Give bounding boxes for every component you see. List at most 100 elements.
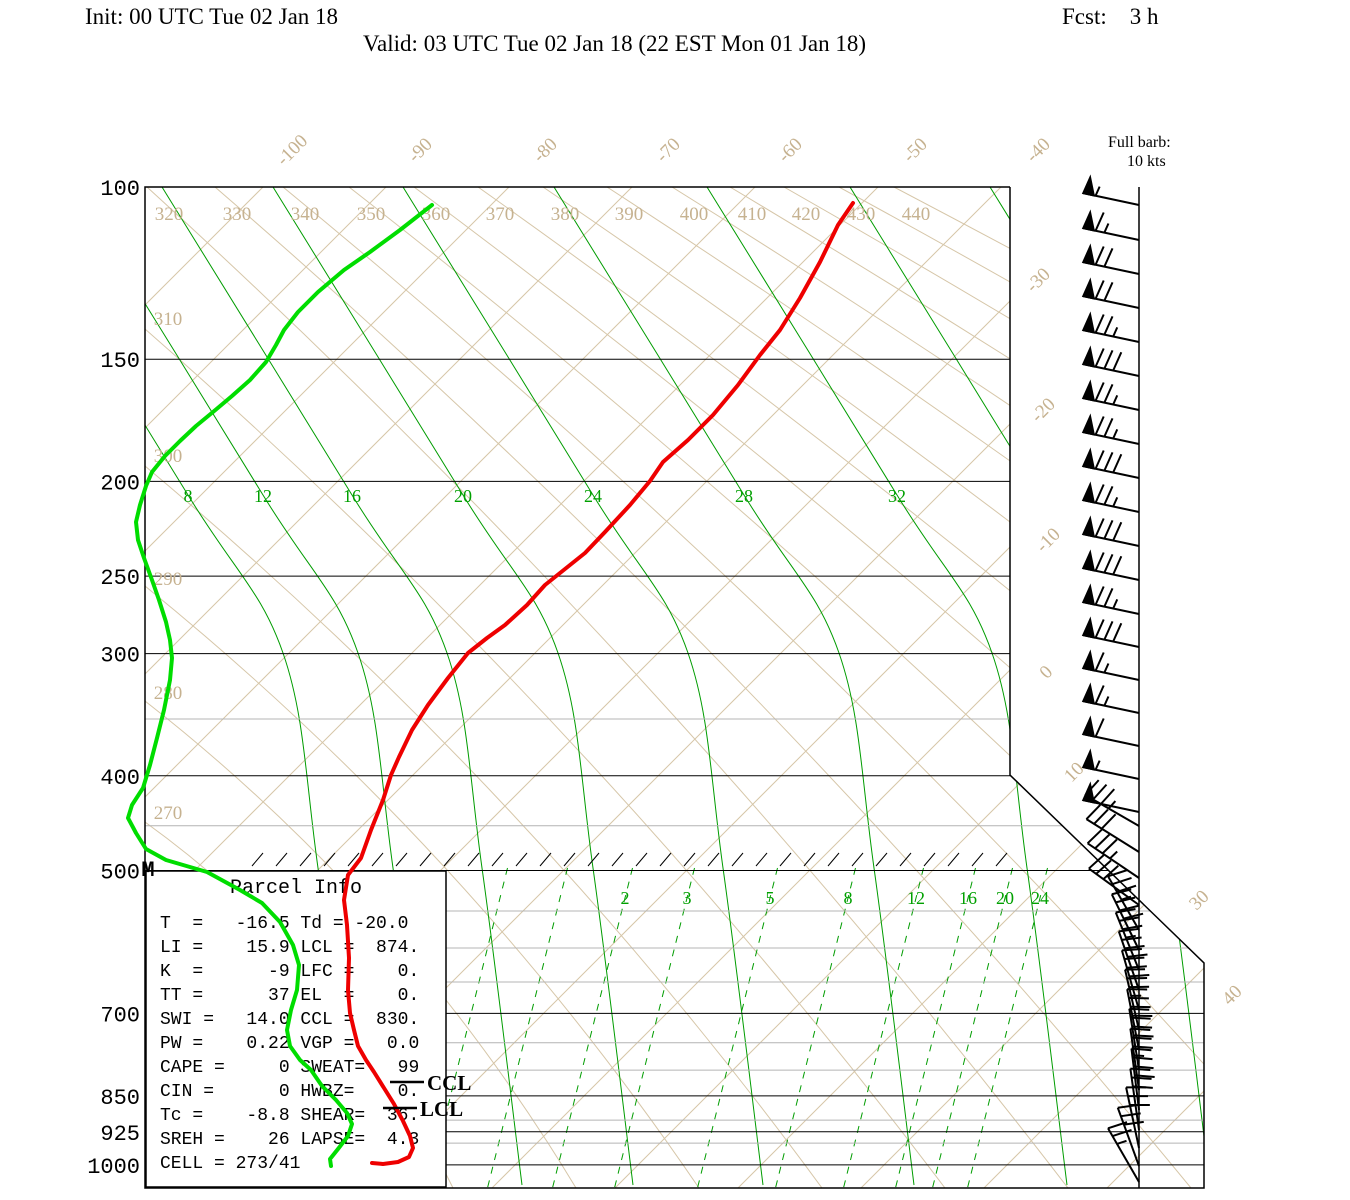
barb-full [1112, 622, 1123, 642]
barb-shaft [1117, 931, 1140, 991]
wind-barb [1126, 988, 1153, 1051]
barb-half [1134, 1054, 1145, 1058]
barb-full [1094, 246, 1105, 266]
isotherm-line [0, 187, 17, 1188]
wind-barb [1081, 311, 1140, 343]
isotherm-line [860, 187, 1204, 1188]
mixing-ratio-line [552, 867, 633, 1188]
pressure-axis-label: 500 [100, 861, 140, 886]
wind-barb [1081, 345, 1140, 377]
barb-full [1131, 1076, 1152, 1080]
dewpoint-trace [126, 203, 434, 1168]
isotherm-label: -10 [1032, 524, 1065, 557]
moist-adiabat-label: 28 [735, 486, 753, 506]
wind-barb [1085, 804, 1140, 853]
barb-full [1121, 936, 1142, 941]
dry-adiabat-line [542, 187, 1204, 1188]
dry-adiabat-line [729, 187, 1204, 1188]
barb-full [1133, 1065, 1154, 1070]
barb-pennant [1081, 174, 1096, 197]
init-time-label: Init: 00 UTC Tue 02 Jan 18 [85, 4, 339, 29]
hatch-mark [827, 852, 840, 867]
barb-full [1094, 382, 1105, 402]
barb-pennant [1081, 715, 1096, 738]
hatch-mark [803, 852, 816, 867]
isotherm-label: -70 [652, 134, 685, 167]
barb-full [1094, 685, 1105, 705]
hatch-mark [635, 852, 648, 867]
dry-adiabat-line [671, 187, 1204, 1188]
barb-full [1094, 552, 1105, 572]
barb-full [1103, 519, 1114, 540]
wind-barb [1081, 277, 1140, 309]
wind-barb [1120, 948, 1150, 1011]
barb-half [1121, 895, 1132, 901]
barb-full [1112, 351, 1123, 371]
hatch-mark [923, 852, 936, 867]
isotherm-line [145, 187, 387, 1188]
isotherm-label: -50 [899, 134, 932, 167]
barb-full [1121, 948, 1142, 952]
moist-adiabat-label: 12 [254, 486, 272, 506]
isotherm-label: 0 [1036, 662, 1058, 684]
barb-shaft [1107, 1127, 1140, 1183]
hatch-mark [587, 852, 600, 867]
dry-adiabat-line [893, 187, 1204, 1188]
barb-full [1118, 927, 1139, 933]
hatch-mark [323, 852, 336, 867]
barb-full [1103, 485, 1114, 506]
pressure-axis-label: 850 [100, 1086, 140, 1111]
pressure-axis-label: 100 [100, 177, 140, 202]
temperature-trace [342, 201, 855, 1166]
pressure-axis-label: 250 [100, 566, 140, 591]
dry-adiabat-label: 420 [792, 204, 821, 225]
barb-full [1115, 908, 1136, 914]
barb-shaft [1128, 1008, 1140, 1071]
isotherm-line [145, 187, 633, 1188]
mixing-ratio-line [843, 867, 924, 1188]
barb-half [1107, 800, 1117, 810]
barb-full [1112, 555, 1123, 575]
barb-shaft [1129, 1028, 1140, 1091]
wind-barb [1107, 1121, 1140, 1183]
parcel-info-row: CAPE = 0 SWEAT= 99 [160, 1058, 419, 1078]
wind-barb [1081, 174, 1140, 206]
dry-adiabat-line [348, 187, 1204, 1188]
isotherm-line [0, 187, 140, 1188]
wind-barb [1081, 649, 1140, 681]
barb-full [1103, 247, 1114, 268]
mixing-ratio-label: 3 [683, 888, 692, 908]
barb-full [1126, 965, 1147, 969]
hatch-mark [443, 852, 456, 867]
moist-adiabat-line [553, 187, 915, 1186]
barb-full [1123, 912, 1144, 920]
barb-full [1094, 718, 1105, 738]
parcel-info-row: CELL = 273/41 [160, 1154, 300, 1174]
wind-barb [1130, 1047, 1155, 1111]
barb-full [1086, 828, 1103, 845]
dry-adiabat-label: 390 [615, 204, 644, 225]
wind-barb [1116, 1103, 1144, 1167]
barb-half [1112, 598, 1119, 609]
forecast-hour-label: Fcst: 3 h [1062, 4, 1159, 29]
hatch-mark [371, 852, 384, 867]
wind-barb [1081, 413, 1140, 445]
moist-adiabat-label: 8 [184, 486, 193, 506]
barb-full [1112, 1128, 1132, 1138]
barb-full [1122, 924, 1143, 931]
wind-barb [1084, 779, 1140, 827]
pressure-axis-label: 400 [100, 766, 140, 791]
barb-shaft [1130, 1048, 1140, 1111]
barb-full [1133, 1034, 1154, 1038]
barb-full [1103, 315, 1114, 336]
pressure-axis-label: 200 [100, 471, 140, 496]
hatch-mark [563, 852, 576, 867]
isotherm-label: 30 [1185, 886, 1213, 914]
barb-full [1094, 314, 1105, 334]
wind-barb [1110, 888, 1144, 951]
barb-shaft [1114, 912, 1140, 971]
barb-half [1112, 496, 1119, 507]
barb-full [1103, 383, 1114, 404]
barb-pennant [1081, 748, 1096, 771]
valid-time-label: Valid: 03 UTC Tue 02 Jan 18 (22 EST Mon … [363, 31, 867, 56]
